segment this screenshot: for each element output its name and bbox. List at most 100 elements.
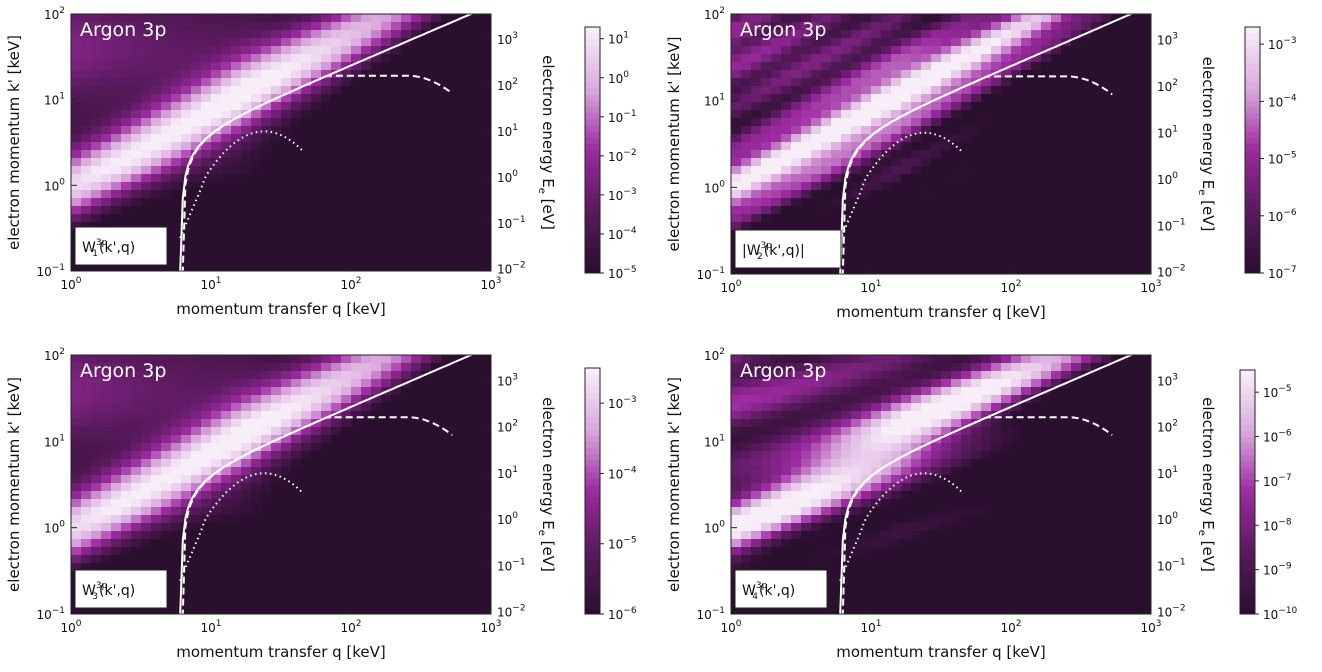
heatmap-cell <box>981 214 992 223</box>
heatmap-cell <box>461 134 472 143</box>
heatmap-cell <box>381 411 392 420</box>
heatmap-cell <box>971 158 982 167</box>
heatmap-cell <box>101 70 112 79</box>
heatmap-cell <box>731 78 742 87</box>
heatmap-cell <box>421 70 432 79</box>
heatmap-cell <box>871 475 882 484</box>
y-axis-label: electron momentum k' [keV] <box>665 37 683 252</box>
heatmap-cell <box>181 435 192 444</box>
heatmap-cell <box>161 379 172 388</box>
heatmap-cell <box>101 419 112 428</box>
heatmap-cell <box>381 230 392 239</box>
heatmap-cell <box>451 539 462 548</box>
heatmap-cell <box>741 190 752 199</box>
colorbar-segment <box>585 509 600 517</box>
heatmap-cell <box>111 38 122 47</box>
heatmap-cell <box>161 206 172 215</box>
heatmap-cell <box>101 483 112 492</box>
heatmap-cell <box>791 403 802 412</box>
heatmap-cell <box>1021 150 1032 159</box>
heatmap-cell <box>1131 238 1142 247</box>
heatmap-cell <box>461 190 472 199</box>
heatmap-cell <box>1111 150 1122 159</box>
heatmap-cell <box>121 262 132 271</box>
heatmap-cell <box>901 158 912 167</box>
heatmap-cell <box>231 198 242 207</box>
heatmap-cell <box>911 206 922 215</box>
heatmap-cell <box>1121 198 1132 207</box>
heatmap-cell <box>1091 14 1102 23</box>
heatmap-cell <box>301 355 312 364</box>
heatmap-cell <box>751 142 762 151</box>
heatmap-cell <box>161 363 172 372</box>
heatmap-cell <box>1001 254 1012 263</box>
heatmap-cell <box>831 507 842 516</box>
heatmap-cell <box>281 355 292 364</box>
heatmap-cell <box>241 395 252 404</box>
heatmap-cell <box>741 523 752 532</box>
heatmap-cell <box>361 134 372 143</box>
heatmap-cell <box>331 174 342 183</box>
heatmap-cell <box>461 246 472 255</box>
heatmap-cell <box>171 214 182 223</box>
heatmap-cell <box>411 206 422 215</box>
heatmap-cell <box>931 62 942 71</box>
heatmap-cell <box>831 30 842 39</box>
heatmap-cell <box>981 270 992 275</box>
heatmap-cell <box>151 222 162 231</box>
heatmap-cell <box>251 262 262 271</box>
heatmap-cell <box>91 118 102 127</box>
heatmap-cell <box>301 427 312 436</box>
heatmap-cell <box>411 387 422 396</box>
heatmap-cell <box>471 483 482 492</box>
heatmap-cell <box>241 363 252 372</box>
heatmap-cell <box>891 595 902 604</box>
heatmap-cell <box>1131 158 1142 167</box>
heatmap-cell <box>811 507 822 516</box>
heatmap-cell <box>191 142 202 151</box>
heatmap-cell <box>81 555 92 564</box>
heatmap-cell <box>1001 134 1012 143</box>
heatmap-cell <box>1121 246 1132 255</box>
heatmap-cell <box>1051 214 1062 223</box>
heatmap-cell <box>321 134 332 143</box>
heatmap-cell <box>731 158 742 167</box>
heatmap-cell <box>141 515 152 524</box>
heatmap-cell <box>731 102 742 111</box>
heatmap-cell <box>361 611 372 615</box>
heatmap-cell <box>231 182 242 191</box>
heatmap-cell <box>801 214 812 223</box>
heatmap-cell <box>1121 150 1132 159</box>
heatmap-cell <box>1131 142 1142 151</box>
heatmap-cell <box>761 539 772 548</box>
heatmap-cell <box>881 387 892 396</box>
heatmap-cell <box>351 555 362 564</box>
heatmap-cell <box>781 531 792 540</box>
heatmap-cell <box>111 46 122 55</box>
heatmap-cell <box>161 54 172 63</box>
heatmap-cell <box>371 22 382 31</box>
heatmap-cell <box>321 190 332 199</box>
heatmap-cell <box>741 483 752 492</box>
heatmap-cell <box>851 419 862 428</box>
heatmap-cell <box>771 363 782 372</box>
heatmap-cell <box>331 483 342 492</box>
heatmap-cell <box>761 54 772 63</box>
heatmap-cell <box>351 611 362 615</box>
y2-tick-label: 103 <box>497 31 518 47</box>
heatmap-cell <box>351 126 362 135</box>
heatmap-cell <box>351 579 362 588</box>
heatmap-cell <box>311 491 322 500</box>
heatmap-cell <box>951 262 962 271</box>
colorbar-segment <box>1245 33 1260 40</box>
function-label: W3p 1(k',q) <box>82 238 135 259</box>
heatmap-cell <box>881 355 892 364</box>
heatmap-cell <box>861 198 872 207</box>
heatmap-cell <box>471 38 482 47</box>
heatmap-cell <box>311 499 322 508</box>
heatmap-cell <box>141 38 152 47</box>
heatmap-cell <box>1081 190 1092 199</box>
heatmap-cell <box>451 411 462 420</box>
heatmap-cell <box>451 46 462 55</box>
heatmap-cell <box>441 435 452 444</box>
